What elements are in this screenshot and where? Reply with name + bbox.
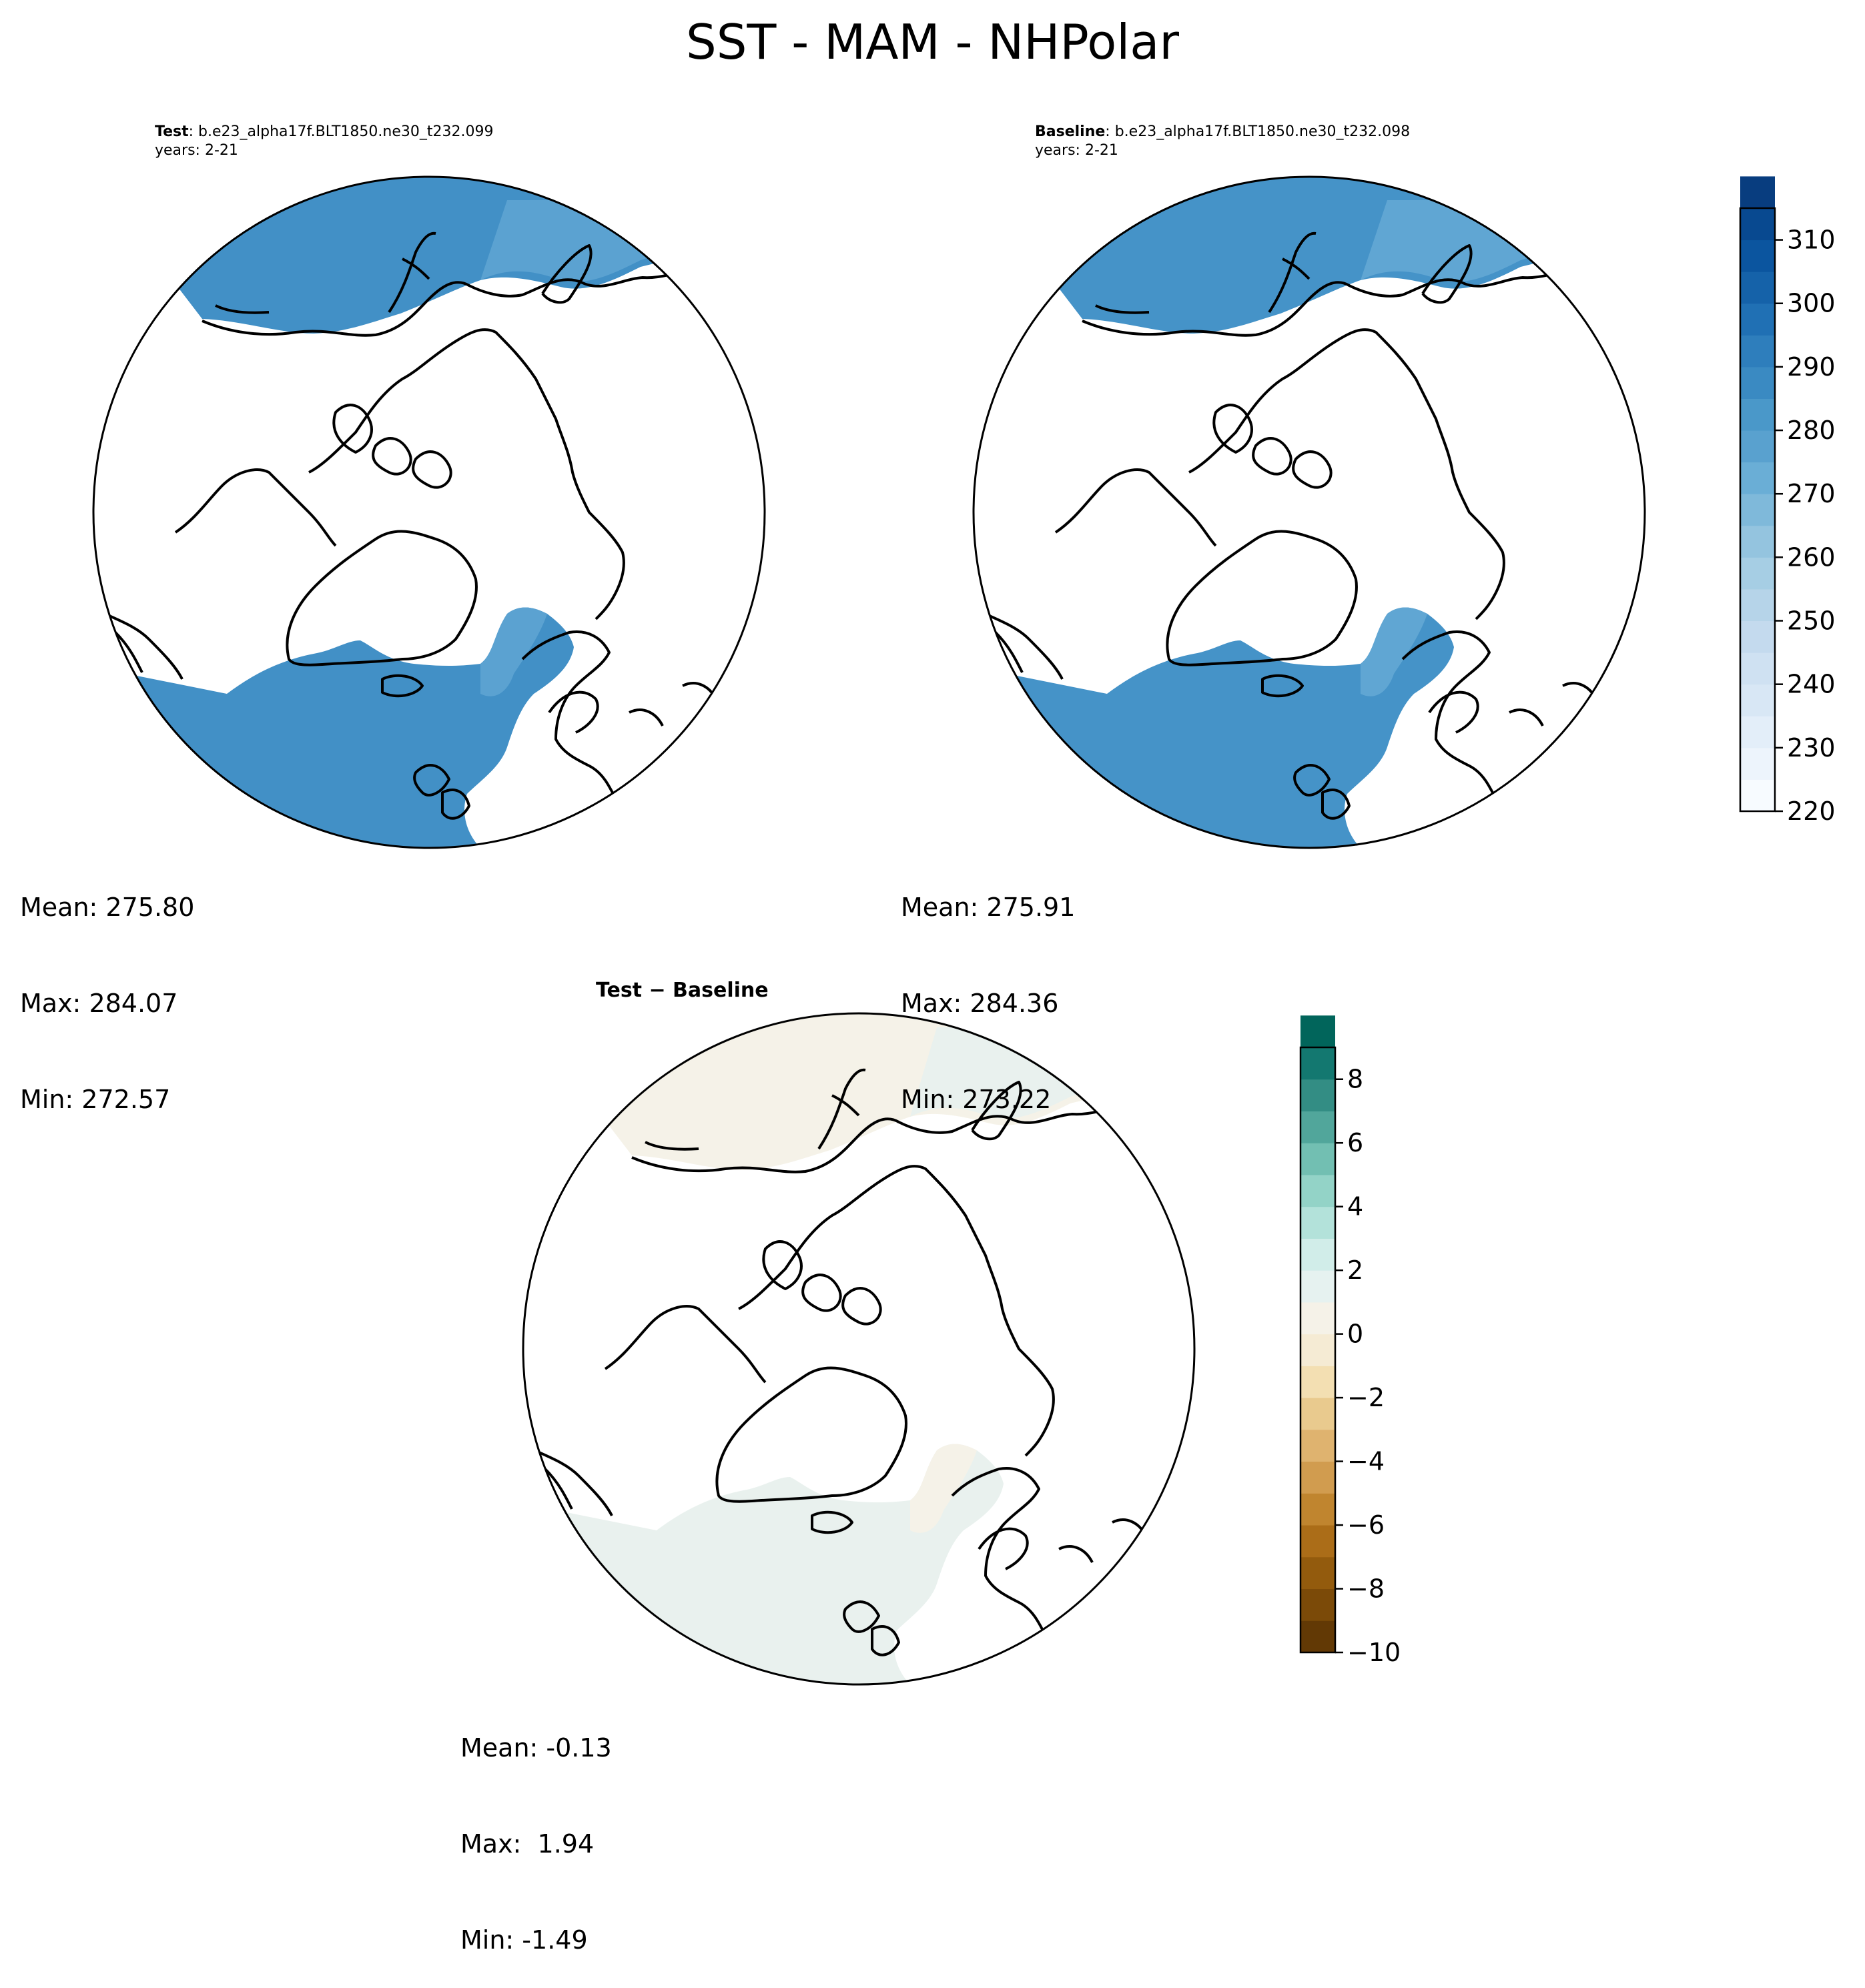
absolute-colorbar-tick-label: 270 <box>1787 479 1836 508</box>
difference-colorbar-swatch <box>1300 1238 1335 1271</box>
diff-min: Min: -1.49 <box>460 1925 588 1955</box>
baseline-pacific-light-region <box>1361 200 1601 282</box>
absolute-colorbar-swatch <box>1740 272 1775 304</box>
absolute-colorbar-swatch <box>1740 652 1775 685</box>
difference-colorbar-tick-label: −4 <box>1347 1447 1385 1476</box>
test-years-label: years: 2-21 <box>155 142 238 159</box>
difference-colorbar-swatch <box>1300 1015 1335 1048</box>
test-min: Min: 272.57 <box>20 1085 171 1114</box>
figure-title: SST - MAM - NHPolar <box>685 14 1180 70</box>
difference-colorbar: −10 −8 −6 −4 −2 0 2 4 6 8 <box>1299 1015 1401 1667</box>
absolute-colorbar-swatch <box>1740 366 1775 399</box>
absolute-colorbar-swatch <box>1740 176 1775 209</box>
absolute-colorbar-swatch <box>1740 239 1775 272</box>
difference-colorbar-swatch <box>1300 1461 1335 1494</box>
baseline-map <box>972 175 1646 849</box>
absolute-colorbar-swatch <box>1740 398 1775 431</box>
absolute-colorbar-swatch <box>1740 684 1775 716</box>
absolute-colorbar-swatch <box>1740 716 1775 749</box>
difference-colorbar-frame <box>1299 1046 1337 1654</box>
absolute-colorbar-swatch <box>1740 462 1775 494</box>
diff-mean: Mean: -0.13 <box>460 1733 612 1763</box>
difference-colorbar-swatch <box>1300 1079 1335 1111</box>
absolute-colorbar-tick-label: 280 <box>1787 416 1836 445</box>
diff-max: Max: 1.94 <box>460 1829 595 1859</box>
absolute-colorbar-tick-label: 230 <box>1787 733 1836 763</box>
absolute-colorbar-swatch <box>1740 779 1775 812</box>
absolute-colorbar-tick-label: 260 <box>1787 542 1836 572</box>
absolute-colorbar-swatch <box>1740 557 1775 590</box>
difference-colorbar-swatch <box>1300 1525 1335 1558</box>
difference-colorbar-tick-label: 8 <box>1347 1065 1363 1094</box>
baseline-stats: Mean: 275.91 Max: 284.36 Min: 273.22 <box>901 827 1075 1147</box>
absolute-colorbar-tick-label: 310 <box>1787 225 1836 255</box>
difference-colorbar-swatch <box>1300 1143 1335 1175</box>
baseline-min: Min: 273.22 <box>901 1085 1052 1114</box>
absolute-colorbar-tick-label: 250 <box>1787 606 1836 636</box>
difference-colorbar-swatch <box>1300 1556 1335 1590</box>
test-mean: Mean: 275.80 <box>20 893 195 922</box>
absolute-colorbar-tick-label: 290 <box>1787 352 1836 382</box>
difference-colorbar-swatch <box>1300 1047 1335 1080</box>
absolute-colorbar-swatch <box>1740 620 1775 653</box>
difference-colorbar-swatch <box>1300 1334 1335 1366</box>
test-stats: Mean: 275.80 Max: 284.07 Min: 272.57 <box>20 827 194 1147</box>
difference-colorbar-tick-label: −8 <box>1347 1574 1385 1604</box>
absolute-colorbar-tick-label: 240 <box>1787 670 1836 699</box>
absolute-colorbar-swatch <box>1740 303 1775 336</box>
absolute-colorbar-swatch <box>1740 208 1775 241</box>
baseline-panel-title: Baseline: b.e23_alpha17f.BLT1850.ne30_t2… <box>1035 123 1410 141</box>
baseline-title-case: : b.e23_alpha17f.BLT1850.ne30_t232.098 <box>1105 123 1411 140</box>
test-map <box>92 175 766 849</box>
absolute-colorbar-swatch <box>1740 430 1775 463</box>
diff-panel-title: Test − Baseline <box>596 979 769 1002</box>
difference-colorbar-swatch <box>1300 1493 1335 1526</box>
difference-colorbar-swatch <box>1300 1206 1335 1239</box>
absolute-colorbar: 220 230 240 250 260 270 280 290 300 310 <box>1739 176 1836 826</box>
baseline-title-bold: Baseline <box>1035 123 1106 140</box>
difference-colorbar-swatch <box>1300 1366 1335 1398</box>
absolute-colorbar-swatch <box>1740 335 1775 368</box>
diff-atlantic-warm-region <box>910 1444 977 1533</box>
baseline-atlantic-light-region <box>1361 607 1427 696</box>
baseline-years-label: years: 2-21 <box>1035 142 1118 159</box>
baseline-mean: Mean: 275.91 <box>901 893 1076 922</box>
absolute-colorbar-tick-label: 300 <box>1787 289 1836 318</box>
absolute-colorbar-frame <box>1739 207 1776 813</box>
test-max: Max: 284.07 <box>20 989 178 1018</box>
baseline-max: Max: 284.36 <box>901 989 1059 1018</box>
difference-colorbar-tick-label: −10 <box>1347 1638 1401 1667</box>
difference-map <box>522 1012 1196 1686</box>
difference-colorbar-swatch <box>1300 1302 1335 1335</box>
difference-colorbar-swatch <box>1300 1270 1335 1303</box>
difference-colorbar-swatch <box>1300 1398 1335 1430</box>
difference-colorbar-tick-label: 0 <box>1347 1320 1363 1349</box>
difference-colorbar-swatch <box>1300 1429 1335 1462</box>
absolute-colorbar-swatch <box>1740 525 1775 558</box>
absolute-colorbar-swatch <box>1740 588 1775 622</box>
test-atlantic-light-region <box>480 607 547 696</box>
test-pacific-light-region <box>480 200 721 282</box>
absolute-colorbar-swatch <box>1740 747 1775 780</box>
difference-colorbar-tick-label: 6 <box>1347 1128 1363 1157</box>
absolute-colorbar-swatch <box>1740 494 1775 526</box>
difference-colorbar-swatch <box>1300 1588 1335 1621</box>
test-title-case: : b.e23_alpha17f.BLT1850.ne30_t232.099 <box>188 123 494 140</box>
difference-colorbar-swatch <box>1300 1174 1335 1207</box>
absolute-colorbar-tick-label: 220 <box>1787 797 1836 826</box>
difference-colorbar-tick-label: 2 <box>1347 1256 1363 1285</box>
difference-colorbar-tick-label: 4 <box>1347 1192 1363 1221</box>
difference-colorbar-swatch <box>1300 1111 1335 1143</box>
difference-colorbar-swatch <box>1300 1620 1335 1653</box>
difference-colorbar-tick-label: −2 <box>1347 1383 1385 1412</box>
difference-colorbar-tick-label: −6 <box>1347 1510 1385 1540</box>
test-panel-title: Test: b.e23_alpha17f.BLT1850.ne30_t232.0… <box>155 123 493 141</box>
test-title-bold: Test <box>155 123 189 140</box>
diff-stats: Mean: -0.13 Max: 1.94 Min: -1.49 <box>460 1668 612 1988</box>
